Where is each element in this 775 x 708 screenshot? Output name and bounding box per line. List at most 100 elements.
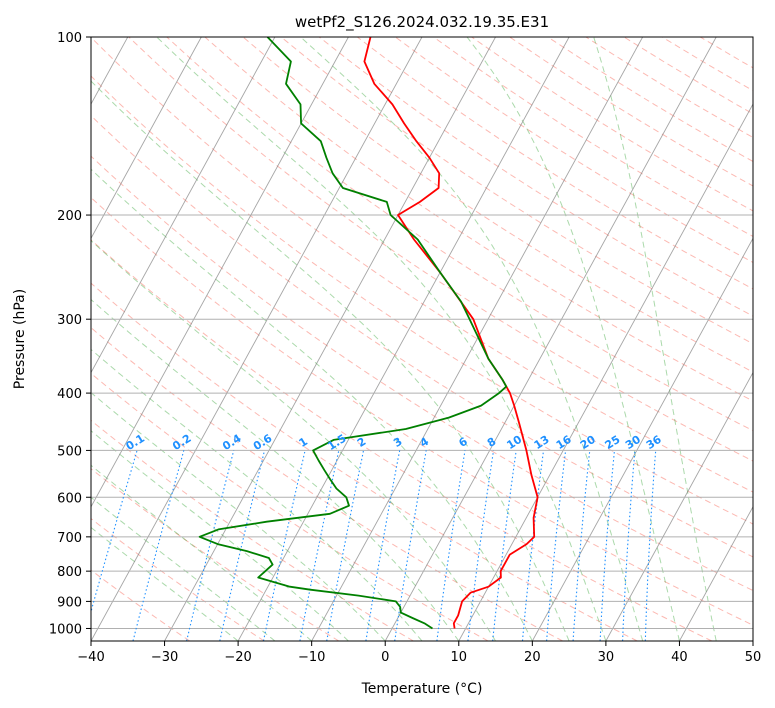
mixing-ratio-label: 20: [578, 433, 598, 452]
x-tick-label: −30: [151, 650, 178, 665]
isotherm-line: [752, 640, 753, 641]
moist-adiabat-line: [91, 168, 533, 641]
moist-adiabat-line: [593, 37, 717, 641]
moist-adiabat-line: [91, 348, 423, 641]
y-tick-label: 400: [57, 387, 82, 402]
mixing-ratio-line: [132, 450, 185, 641]
dry-adiabat-line: [318, 37, 753, 317]
x-tick-label: −20: [224, 650, 251, 665]
mixing-ratio-line: [622, 450, 636, 641]
mixing-ratio-label: 36: [644, 433, 664, 452]
y-axis: 100 200 300 400 500 600 700 800 900 1000: [49, 31, 91, 637]
isotherm-line: [531, 237, 753, 641]
profile-lines: [198, 37, 539, 630]
moist-adiabat-line: [91, 391, 386, 641]
chart-title: wetPf2_S126.2024.032.19.35.E31: [295, 13, 549, 32]
dry-adiabat-line: [166, 37, 753, 432]
mixing-ratio-label: 30: [623, 433, 643, 452]
mixing-ratio-label: 0.1: [124, 432, 147, 453]
isotherm-line: [91, 37, 276, 374]
moist-adiabat-line: [91, 80, 570, 641]
mixing-ratio-line: [467, 450, 495, 641]
mixing-ratio-line: [186, 450, 235, 641]
temperature-profile: [363, 37, 539, 629]
mixing-ratio-line: [521, 450, 545, 641]
mixing-ratio-label: 25: [603, 433, 623, 452]
dry-adiabat-line: [91, 155, 753, 592]
x-axis-label: Temperature (°C): [361, 681, 483, 697]
mixing-ratio-label: 4: [418, 435, 432, 450]
dry-adiabat-line: [623, 37, 753, 115]
moist-adiabat-line: [91, 430, 349, 641]
mixing-ratio-line: [492, 450, 517, 641]
dry-adiabat-line: [91, 37, 753, 493]
mixing-ratio-line: [91, 450, 138, 614]
dry-adiabat-line: [280, 37, 753, 345]
dry-adiabat-line: [91, 75, 753, 525]
mixing-ratio-line: [299, 450, 340, 641]
dry-adiabat-line: [91, 327, 563, 641]
dewpoint-profile: [198, 37, 508, 630]
isotherm-line: [91, 37, 349, 508]
dry-adiabat-line: [242, 37, 753, 373]
dry-adiabat-line: [356, 37, 753, 290]
moist-adiabat-line: [91, 496, 276, 641]
dry-adiabat-line: [91, 239, 713, 641]
dry-adiabat-line: [91, 282, 638, 641]
y-tick-label: 700: [57, 531, 82, 546]
mixing-ratio-label: 1.5: [325, 432, 348, 453]
dry-adiabat-line: [395, 37, 753, 263]
x-tick-label: 10: [451, 650, 468, 665]
x-tick-label: 30: [598, 650, 615, 665]
isotherm-line: [311, 37, 644, 641]
x-tick-label: 20: [524, 650, 541, 665]
isotherm-line: [164, 37, 496, 641]
x-tick-label: 50: [745, 650, 762, 665]
isotherm-line: [458, 103, 753, 641]
dry-adiabat-line: [91, 468, 340, 641]
mixing-ratio-label: 2: [355, 435, 368, 450]
dry-adiabat-line: [91, 569, 190, 641]
isotherm-line: [91, 37, 202, 240]
dry-adiabat-line: [661, 37, 753, 92]
isotherm-line: [91, 37, 423, 641]
mixing-ratio-line: [436, 450, 466, 641]
y-tick-label: 100: [57, 31, 82, 46]
dry-adiabat-line: [91, 196, 753, 626]
y-tick-label: 600: [57, 491, 82, 506]
dry-adiabat-line: [91, 517, 265, 641]
mixing-ratio-line: [219, 450, 266, 641]
moist-adiabat-line: [466, 37, 680, 641]
y-tick-label: 200: [57, 209, 82, 224]
moist-adiabat-line: [300, 37, 644, 641]
dry-adiabat-line: [585, 37, 753, 139]
y-tick-label: 800: [57, 565, 82, 580]
x-tick-label: −40: [77, 650, 104, 665]
isotherm-line: [679, 505, 753, 641]
moist-adiabat-line: [91, 464, 313, 641]
y-tick-label: 300: [57, 313, 82, 328]
isotherm-line: [237, 37, 570, 641]
dry-adiabat-line: [91, 372, 489, 641]
x-tick-label: 40: [671, 650, 688, 665]
plot-frame: [90, 36, 754, 642]
y-tick-label: 900: [57, 595, 82, 610]
mixing-ratio-label: 0.4: [220, 432, 244, 454]
isotherm-line: [384, 37, 717, 641]
isotherm-line: [605, 371, 753, 641]
x-tick-label: 0: [381, 650, 389, 665]
y-axis-label: Pressure (hPa): [12, 289, 28, 389]
mixing-ratio-label: 0.2: [170, 432, 193, 453]
mixing-ratio-line: [546, 450, 567, 641]
dry-adiabat-line: [699, 37, 753, 69]
moist-adiabat-line: [91, 526, 239, 641]
mixing-ratio-line: [262, 450, 306, 641]
moist-adiabat-line: [91, 239, 497, 641]
moist-adiabat-line: [156, 37, 607, 641]
background-lines: [91, 37, 753, 641]
dry-adiabat-line: [204, 37, 753, 402]
y-tick-label: 500: [57, 444, 82, 459]
y-tick-label: 1000: [49, 622, 82, 637]
x-tick-label: −10: [298, 650, 325, 665]
